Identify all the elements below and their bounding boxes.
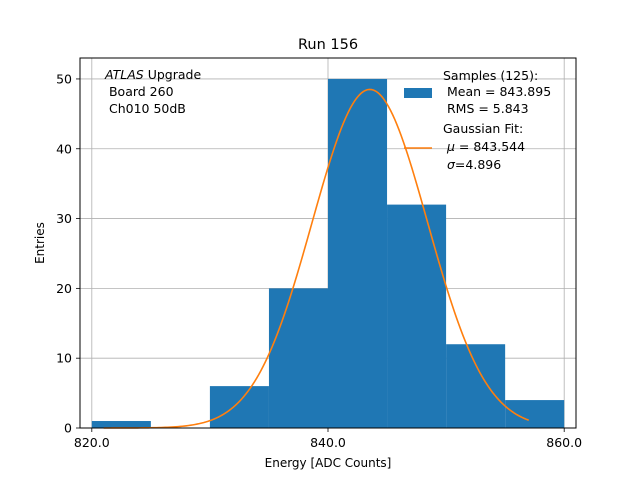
histogram-bar	[268, 288, 328, 428]
histogram-bar	[328, 78, 388, 429]
legend-mu-value: = 843.544	[455, 139, 525, 154]
legend-fit-line-1: Gaussian Fit:	[443, 121, 523, 136]
annotation-line-3: Ch010 50dB	[105, 101, 186, 116]
legend-sigma-value: =4.896	[455, 157, 501, 172]
legend-fit-line-2: μ = 843.544	[443, 139, 525, 154]
histogram-bar	[209, 386, 269, 428]
y-tick-label: 30	[56, 211, 72, 226]
y-tick-label: 10	[56, 351, 72, 366]
legend-mu-symbol: μ	[446, 139, 455, 154]
y-tick-label: 40	[56, 141, 72, 156]
y-tick-label: 20	[56, 281, 72, 296]
y-axis-label: Entries	[33, 222, 47, 264]
annotation-upgrade-text: Upgrade	[144, 67, 202, 82]
x-tick-label: 840.0	[310, 435, 346, 450]
y-tick-label: 0	[64, 421, 72, 436]
annotation-line-2: Board 260	[105, 84, 174, 99]
legend-samples-swatch	[404, 88, 432, 98]
x-tick-label: 820.0	[74, 435, 110, 450]
legend: Samples (125): Mean = 843.895 RMS = 5.84…	[404, 68, 551, 172]
chart-title: Run 156	[298, 37, 358, 53]
annotation-atlas-text: ATLAS	[104, 67, 144, 82]
legend-fit-line-3: σ=4.896	[443, 157, 501, 172]
histogram-bar	[505, 400, 565, 428]
histogram-bars	[91, 78, 565, 429]
y-axis-ticks: 0 10 20 30 40 50	[56, 71, 80, 436]
legend-samples-line-3: RMS = 5.843	[443, 101, 529, 116]
experiment-annotation: ATLAS Upgrade Board 260 Ch010 50dB	[104, 67, 201, 116]
x-axis-label: Energy [ADC Counts]	[265, 456, 392, 470]
annotation-line-1: ATLAS Upgrade	[104, 67, 201, 82]
legend-sigma-symbol: σ	[447, 157, 456, 172]
histogram-bar	[91, 421, 151, 428]
gaussian-fit-curve	[103, 88, 530, 429]
x-tick-label: 860.0	[546, 435, 582, 450]
legend-samples-line-2: Mean = 843.895	[443, 84, 551, 99]
histogram-bar	[387, 204, 447, 428]
legend-samples-line-1: Samples (125):	[443, 68, 538, 83]
x-axis-ticks: 820.0 840.0 860.0	[74, 428, 582, 450]
y-tick-label: 50	[56, 71, 72, 86]
histogram-bar	[446, 344, 506, 428]
